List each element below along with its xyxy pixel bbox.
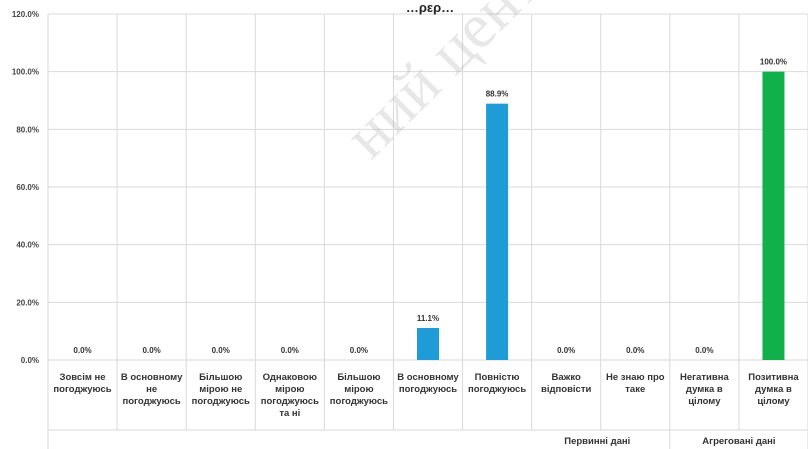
bar [762, 71, 785, 361]
data-label: 0.0% [695, 346, 713, 355]
category-label: Більшою [337, 372, 380, 383]
category-label: думка в [755, 384, 792, 395]
chart-title: …ρερ… [406, 0, 454, 15]
category-label: Не знаю про [606, 372, 665, 383]
category-label: цілому [757, 396, 790, 407]
data-label: 0.0% [212, 346, 230, 355]
category-label: погоджуюсь [53, 384, 111, 395]
y-tick-label: 60.0% [16, 183, 39, 192]
category-label: погоджуюсь [261, 396, 319, 407]
category-label: Більшою [199, 372, 242, 383]
category-label: думка в [686, 384, 723, 395]
category-label: відповісти [541, 384, 591, 395]
y-tick-label: 80.0% [16, 125, 39, 134]
y-tick-label: 100.0% [12, 68, 39, 77]
category-label: та ні [279, 408, 300, 419]
category-label: Повністю [475, 372, 520, 383]
bar [486, 103, 509, 361]
y-tick-label: 20.0% [16, 298, 39, 307]
data-label: 0.0% [350, 346, 368, 355]
category-label: мірою не [199, 384, 242, 395]
category-label: погоджуюсь [330, 396, 388, 407]
group-label: Первинні дані [564, 436, 630, 447]
category-label: мірою [344, 384, 373, 395]
y-tick-label: 0.0% [21, 356, 39, 365]
category-label: Негативна [680, 372, 729, 383]
category-label: В основному [397, 372, 459, 383]
category-label: погоджуюсь [192, 396, 250, 407]
category-label: цілому [688, 396, 721, 407]
category-label: таке [625, 384, 645, 395]
category-label: Позитивна [748, 372, 799, 383]
category-label: погоджуюсь [123, 396, 181, 407]
y-tick-label: 120.0% [12, 10, 39, 19]
data-label: 0.0% [73, 346, 91, 355]
data-label: 0.0% [557, 346, 575, 355]
category-label: Зовсім не [60, 372, 106, 383]
y-tick-label: 40.0% [16, 241, 39, 250]
category-label: погоджуюсь [468, 384, 526, 395]
category-label: погоджуюсь [399, 384, 457, 395]
data-label: 100.0% [760, 58, 787, 67]
data-label: 0.0% [281, 346, 299, 355]
category-label: мірою [275, 384, 304, 395]
category-label: В основному [121, 372, 183, 383]
bar [417, 327, 439, 360]
category-label: не [146, 384, 157, 395]
data-label: 11.1% [417, 314, 439, 323]
group-label: Агреговані дані [702, 436, 775, 447]
category-label: Однаковою [263, 372, 317, 383]
data-label: 0.0% [143, 346, 161, 355]
category-label: Важко [552, 372, 582, 383]
data-label: 88.9% [486, 90, 509, 99]
data-label: 0.0% [626, 346, 644, 355]
